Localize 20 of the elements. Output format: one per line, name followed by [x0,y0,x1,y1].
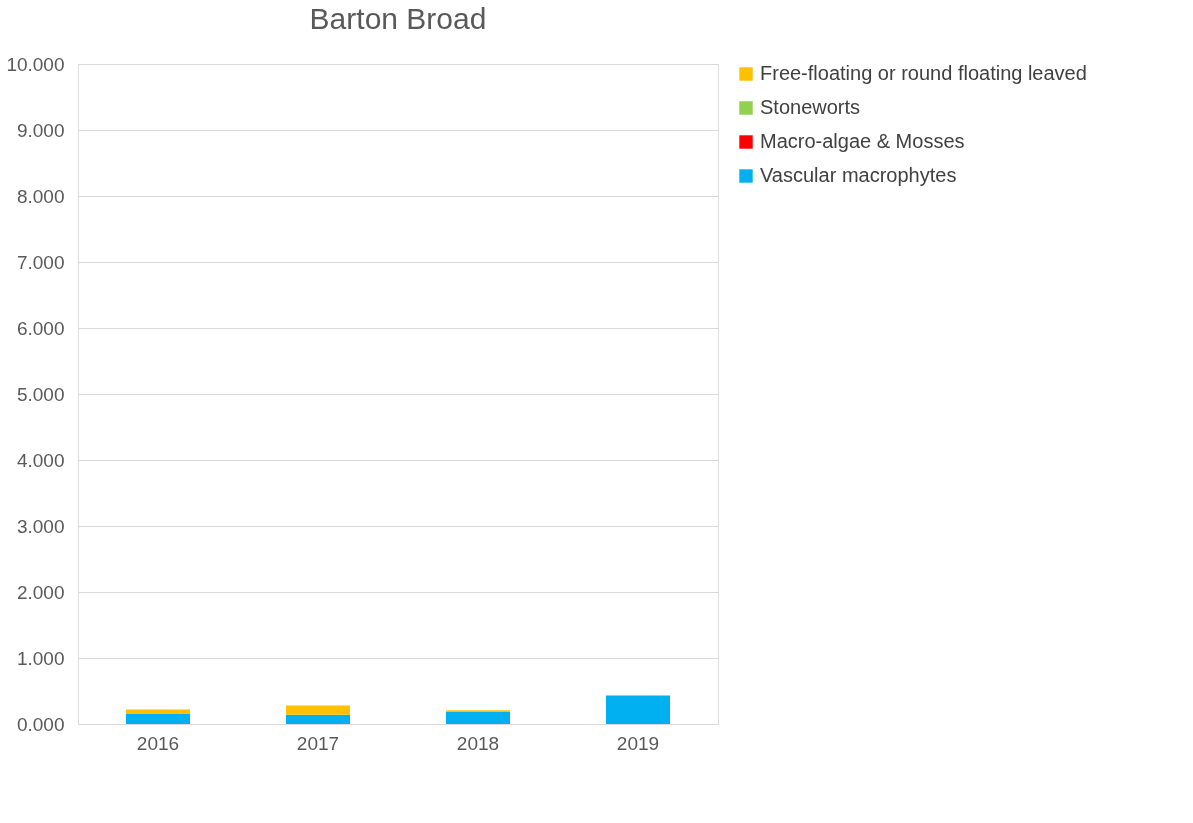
y-tick-label: 4.000 [16,449,65,471]
legend-label: Vascular macrophytes [760,164,957,186]
x-tick-label: 2017 [296,732,340,754]
y-tick-label: 10.000 [6,53,65,75]
y-tick-label: 1.000 [16,647,65,669]
y-tick-label: 3.000 [16,515,65,537]
y-tick-label: 8.000 [16,185,65,207]
legend-label: Free-floating or round floating leaved [760,62,1087,84]
x-tick-label: 2016 [136,732,180,754]
y-tick-label: 9.000 [16,119,65,141]
y-tick-label: 0.000 [16,713,65,735]
legend-label: Macro-algae & Mosses [760,130,965,152]
y-tick-label: 7.000 [16,251,65,273]
legend-label: Stoneworts [760,96,861,118]
x-tick-label: 2018 [456,732,500,754]
chart-title: Barton Broad [309,2,487,35]
y-tick-label: 6.000 [16,317,65,339]
x-tick-label: 2019 [616,732,660,754]
y-tick-label: 5.000 [16,383,65,405]
y-tick-label: 2.000 [16,581,65,603]
